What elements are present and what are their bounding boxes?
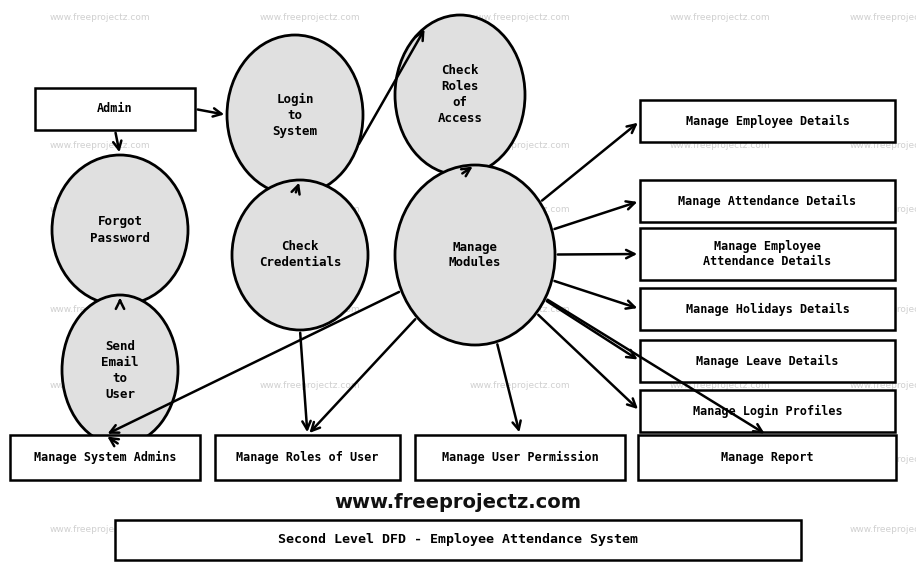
Text: www.freeprojectz.com: www.freeprojectz.com xyxy=(49,380,150,390)
Text: www.freeprojectz.com: www.freeprojectz.com xyxy=(470,525,571,535)
Ellipse shape xyxy=(227,35,363,195)
Text: www.freeprojectz.com: www.freeprojectz.com xyxy=(670,380,770,390)
Text: www.freeprojectz.com: www.freeprojectz.com xyxy=(260,14,360,22)
Text: www.freeprojectz.com: www.freeprojectz.com xyxy=(470,456,571,464)
Text: www.freeprojectz.com: www.freeprojectz.com xyxy=(49,305,150,315)
Text: www.freeprojectz.com: www.freeprojectz.com xyxy=(670,456,770,464)
Text: Admin: Admin xyxy=(97,103,133,116)
Text: www.freeprojectz.com: www.freeprojectz.com xyxy=(260,525,360,535)
FancyBboxPatch shape xyxy=(640,228,895,280)
Text: Manage Roles of User: Manage Roles of User xyxy=(236,451,378,464)
Text: www.freeprojectz.com: www.freeprojectz.com xyxy=(49,140,150,150)
Ellipse shape xyxy=(62,295,178,445)
FancyBboxPatch shape xyxy=(640,100,895,142)
Text: Manage Login Profiles: Manage Login Profiles xyxy=(692,404,843,417)
Text: www.freeprojectz.com: www.freeprojectz.com xyxy=(670,205,770,214)
Text: Manage Report: Manage Report xyxy=(721,451,813,464)
Text: Manage System Admins: Manage System Admins xyxy=(34,451,176,464)
FancyBboxPatch shape xyxy=(35,88,195,130)
Text: www.freeprojectz.com: www.freeprojectz.com xyxy=(670,140,770,150)
Text: www.freeprojectz.com: www.freeprojectz.com xyxy=(470,140,571,150)
Text: www.freeprojectz.com: www.freeprojectz.com xyxy=(260,205,360,214)
Text: www.freeprojectz.com: www.freeprojectz.com xyxy=(470,305,571,315)
Text: Manage
Modules: Manage Modules xyxy=(449,241,501,269)
Text: www.freeprojectz.com: www.freeprojectz.com xyxy=(850,205,916,214)
Ellipse shape xyxy=(395,15,525,175)
FancyBboxPatch shape xyxy=(415,435,625,480)
Text: www.freeprojectz.com: www.freeprojectz.com xyxy=(850,14,916,22)
Text: www.freeprojectz.com: www.freeprojectz.com xyxy=(260,456,360,464)
Text: Login
to
System: Login to System xyxy=(272,93,318,137)
Text: www.freeprojectz.com: www.freeprojectz.com xyxy=(850,380,916,390)
FancyBboxPatch shape xyxy=(640,390,895,432)
FancyBboxPatch shape xyxy=(215,435,400,480)
Text: Manage Employee Details: Manage Employee Details xyxy=(685,114,849,127)
Ellipse shape xyxy=(232,180,368,330)
Text: www.freeprojectz.com: www.freeprojectz.com xyxy=(260,140,360,150)
FancyBboxPatch shape xyxy=(638,435,896,480)
Text: www.freeprojectz.com: www.freeprojectz.com xyxy=(850,525,916,535)
Text: Forgot
Password: Forgot Password xyxy=(90,215,150,245)
Text: Manage Leave Details: Manage Leave Details xyxy=(696,355,839,367)
Text: www.freeprojectz.com: www.freeprojectz.com xyxy=(850,140,916,150)
Ellipse shape xyxy=(52,155,188,305)
FancyBboxPatch shape xyxy=(115,520,801,560)
Text: www.freeprojectz.com: www.freeprojectz.com xyxy=(670,525,770,535)
Text: www.freeprojectz.com: www.freeprojectz.com xyxy=(49,525,150,535)
Text: www.freeprojectz.com: www.freeprojectz.com xyxy=(260,380,360,390)
Ellipse shape xyxy=(395,165,555,345)
Text: www.freeprojectz.com: www.freeprojectz.com xyxy=(470,380,571,390)
FancyBboxPatch shape xyxy=(640,288,895,330)
FancyBboxPatch shape xyxy=(640,180,895,222)
Text: www.freeprojectz.com: www.freeprojectz.com xyxy=(850,305,916,315)
FancyBboxPatch shape xyxy=(10,435,200,480)
Text: www.freeprojectz.com: www.freeprojectz.com xyxy=(850,456,916,464)
Text: www.freeprojectz.com: www.freeprojectz.com xyxy=(49,14,150,22)
Text: Second Level DFD - Employee Attendance System: Second Level DFD - Employee Attendance S… xyxy=(278,534,638,546)
Text: Manage User Permission: Manage User Permission xyxy=(442,451,598,464)
Text: www.freeprojectz.com: www.freeprojectz.com xyxy=(670,14,770,22)
Text: www.freeprojectz.com: www.freeprojectz.com xyxy=(670,305,770,315)
Text: Manage Employee
Attendance Details: Manage Employee Attendance Details xyxy=(703,240,832,268)
Text: www.freeprojectz.com: www.freeprojectz.com xyxy=(470,205,571,214)
Text: www.freeprojectz.com: www.freeprojectz.com xyxy=(49,456,150,464)
Text: www.freeprojectz.com: www.freeprojectz.com xyxy=(334,492,582,511)
Text: www.freeprojectz.com: www.freeprojectz.com xyxy=(49,205,150,214)
Text: Manage Holidays Details: Manage Holidays Details xyxy=(685,302,849,316)
Text: Manage Attendance Details: Manage Attendance Details xyxy=(679,194,856,208)
Text: www.freeprojectz.com: www.freeprojectz.com xyxy=(260,305,360,315)
Text: Check
Roles
of
Access: Check Roles of Access xyxy=(438,65,483,126)
Text: Send
Email
to
User: Send Email to User xyxy=(102,339,138,400)
Text: Check
Credentials: Check Credentials xyxy=(258,241,342,269)
Text: www.freeprojectz.com: www.freeprojectz.com xyxy=(470,14,571,22)
FancyBboxPatch shape xyxy=(640,340,895,382)
